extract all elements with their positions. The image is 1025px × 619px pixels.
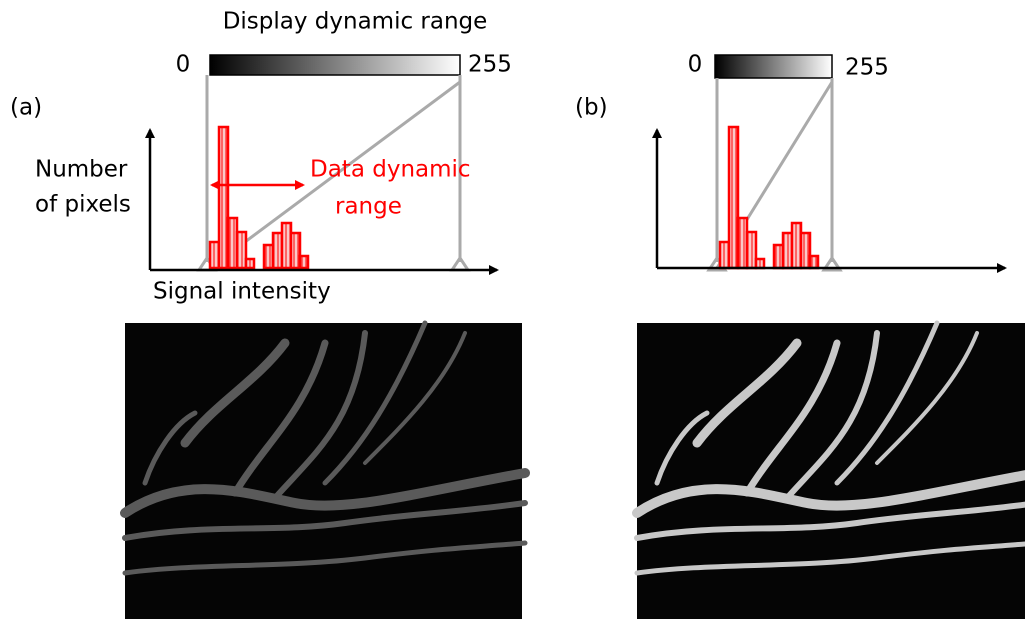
range-min: 0 xyxy=(176,52,191,78)
y-axis-label: of pixels xyxy=(35,192,131,218)
range-min: 0 xyxy=(688,52,703,78)
image-dim xyxy=(125,323,525,619)
y-axis-label: Number xyxy=(35,157,128,183)
title: Display dynamic range xyxy=(223,9,488,35)
panel-label: (a) xyxy=(10,95,42,121)
image-bright xyxy=(637,323,1025,619)
histogram xyxy=(718,125,820,270)
range-max: 255 xyxy=(468,52,512,78)
gradient-bar xyxy=(714,54,833,79)
histogram xyxy=(208,125,310,270)
data-range-label: Data dynamic xyxy=(310,157,471,183)
panel-label: (b) xyxy=(575,95,608,121)
data-range-label: range xyxy=(335,194,402,220)
x-axis-label: Signal intensity xyxy=(153,279,331,305)
range-max: 255 xyxy=(845,55,889,81)
gradient-bar xyxy=(209,54,461,76)
